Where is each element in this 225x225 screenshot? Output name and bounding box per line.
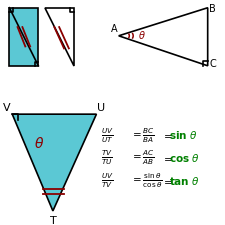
- Text: $\mathbf{tan}\ \theta$: $\mathbf{tan}\ \theta$: [169, 175, 200, 187]
- Text: $\theta$: $\theta$: [34, 136, 45, 151]
- Text: $=$: $=$: [161, 176, 173, 186]
- Text: $\mathbf{cos}\ \theta$: $\mathbf{cos}\ \theta$: [169, 152, 200, 164]
- Text: $\frac{TV}{TU}$: $\frac{TV}{TU}$: [101, 148, 113, 167]
- Text: $=\frac{BC}{BA}$: $=\frac{BC}{BA}$: [130, 126, 155, 145]
- Text: $\frac{UV}{UT}$: $\frac{UV}{UT}$: [101, 126, 114, 145]
- Text: $=$: $=$: [161, 130, 173, 140]
- Text: V: V: [3, 103, 10, 113]
- Text: $\theta$: $\theta$: [138, 29, 146, 41]
- Text: T: T: [50, 216, 57, 225]
- Text: $\mathbf{sin}\ \theta$: $\mathbf{sin}\ \theta$: [169, 129, 198, 142]
- Polygon shape: [45, 8, 74, 66]
- Polygon shape: [119, 8, 208, 66]
- Polygon shape: [12, 114, 97, 211]
- Text: B: B: [209, 4, 216, 14]
- Polygon shape: [9, 8, 38, 66]
- Text: $=$: $=$: [161, 153, 173, 163]
- Text: C: C: [209, 59, 216, 69]
- Text: A: A: [110, 24, 117, 34]
- Text: $\frac{UV}{TV}$: $\frac{UV}{TV}$: [101, 172, 114, 190]
- Text: $=\frac{AC}{AB}$: $=\frac{AC}{AB}$: [130, 148, 155, 167]
- Text: $=\frac{\sin\theta}{\cos\theta}$: $=\frac{\sin\theta}{\cos\theta}$: [130, 172, 163, 190]
- Text: U: U: [97, 103, 105, 113]
